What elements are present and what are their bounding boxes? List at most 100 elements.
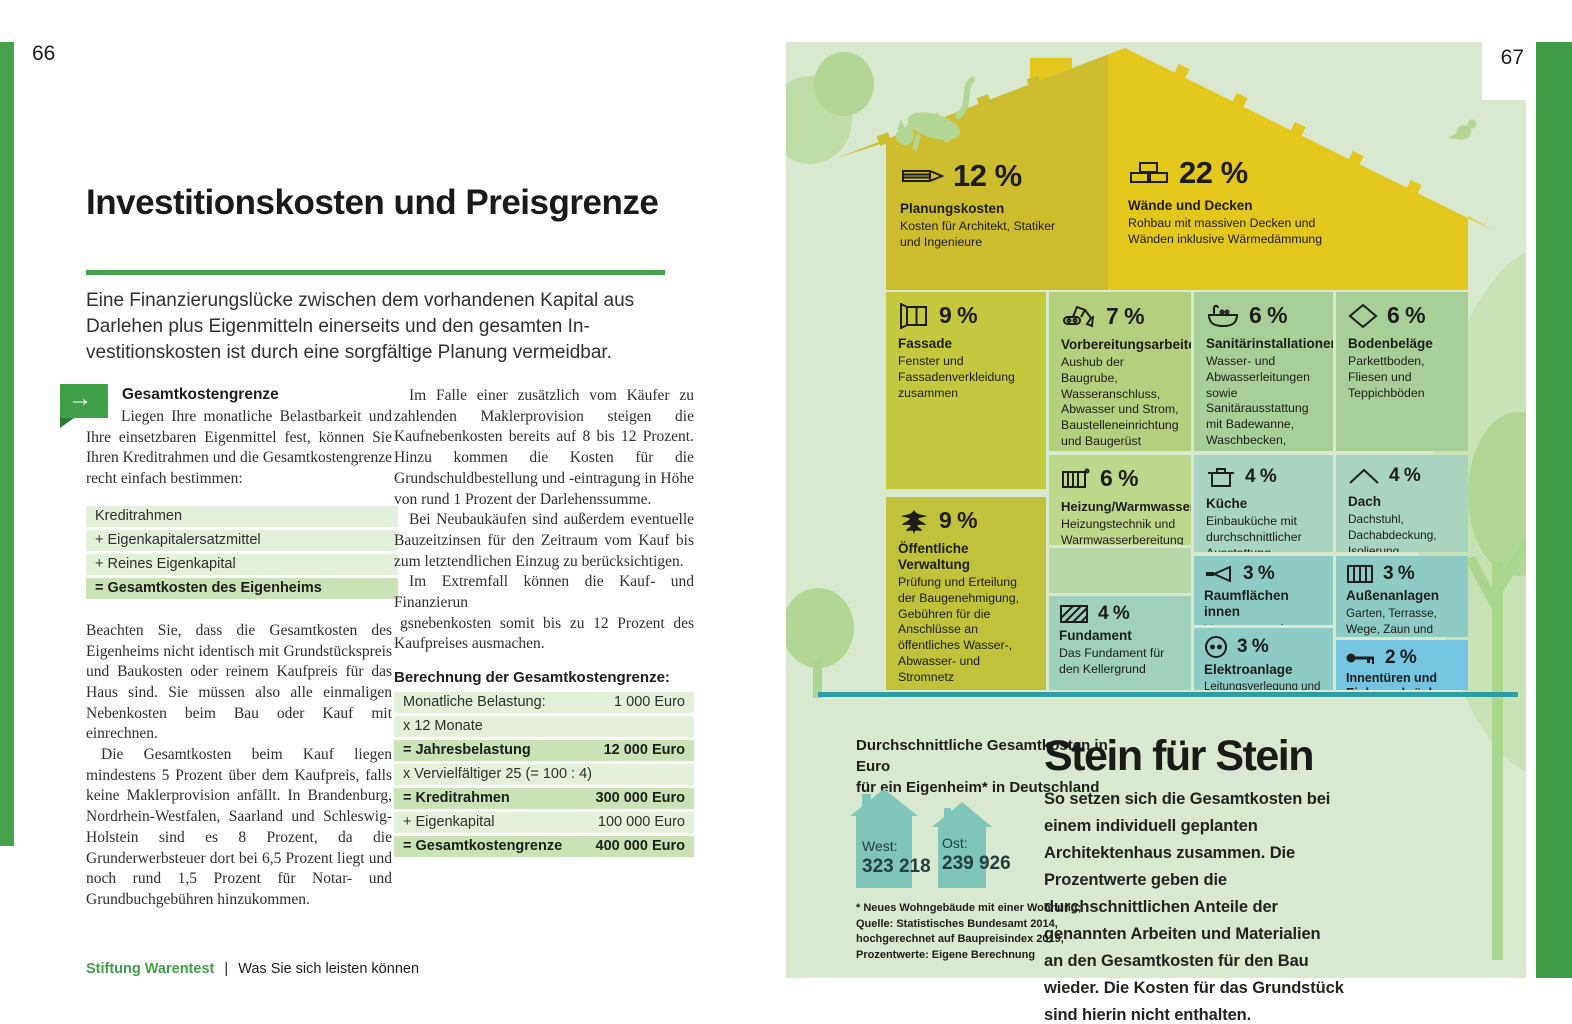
bricks-icon <box>1128 160 1170 186</box>
block-desc: Fenster und Fassadenverkleidung zusammen <box>898 354 1015 400</box>
calc-table: Monatliche Belastung: 1 000 Euro x 12 Mon… <box>394 692 694 858</box>
paragraph: Im Falle einer zusätzlich vom Käufer zu … <box>394 387 694 508</box>
bird-silhouette <box>1448 119 1477 140</box>
block-desc: Das Fundament für den Kellergrund <box>1059 646 1165 676</box>
ground-line <box>818 692 1518 697</box>
cost-block-planungskosten: 12 % Planungskosten Kosten für Architekt… <box>900 158 1100 251</box>
bathtub-icon <box>1206 303 1240 329</box>
cost-block-sanitaer: 6 % Sanitärinstallationen Wasser- und Ab… <box>1194 292 1333 451</box>
stein-heading: Stein für Stein <box>1044 732 1314 780</box>
block-title: Dach <box>1348 494 1382 509</box>
formula-table: Kreditrahmen + Eigenkapitalersatzmittel … <box>86 505 398 599</box>
federal-eagle-icon <box>898 508 930 534</box>
house-roof <box>837 48 1492 290</box>
cost-block-oeffentliche-verwaltung: 9 % Öffentliche Verwaltung Prüfung und E… <box>886 497 1046 690</box>
west-house <box>850 789 918 888</box>
percent-value: 3 % <box>1237 636 1269 657</box>
footnote: * Neues Wohngebäude mit einer Wohnung; Q… <box>856 902 1082 961</box>
percent-value: 4 % <box>1098 603 1130 624</box>
paragraph: Liegen Ihre monatliche Belastbarkeit und… <box>86 408 392 488</box>
cat-silhouette <box>896 77 975 151</box>
block-title: Außenanlagen <box>1346 588 1440 603</box>
page-number-left: 66 <box>32 42 56 65</box>
paragraph: Die Gesamtkosten beim Kauf liegen mindes… <box>86 746 392 908</box>
paragraph: Beachten Sie, dass die Gesamtkosten des … <box>86 621 392 743</box>
cost-block-kueche: 4 % Küche Einbauküche mit durchschnittli… <box>1194 455 1333 552</box>
block-desc: Dachstuhl, Dachabdeckung, Isolierung, Ab… <box>1348 512 1437 552</box>
right-edge-strip <box>1536 42 1572 978</box>
tile-icon <box>1348 303 1378 329</box>
west-value-group: West: 323 218 <box>862 838 931 878</box>
ost-value: 239 926 <box>942 853 1011 874</box>
west-label: West: <box>862 838 898 854</box>
cost-block-elektroanlage: 3 % Elektroanlage Leitungsverlegung und … <box>1194 628 1333 690</box>
cost-block-fassade: 9 % Fassade Fenster und Fassadenverkleid… <box>886 292 1046 489</box>
calc-row: Monatliche Belastung: 1 000 Euro <box>394 692 694 714</box>
cost-block-vorbereitungsarbeiten: 7 % Vorbereitungsarbeiten Aushub der Bau… <box>1049 292 1191 451</box>
block-desc: Leitungsverlegung und Stromeinrichtungen <box>1204 681 1321 690</box>
arrow-badge: → <box>60 384 108 428</box>
block-desc: Rohbau mit massiven Decken und Wänden in… <box>1128 216 1323 246</box>
avg-cost-houses <box>850 789 992 888</box>
filler-block <box>1049 548 1191 593</box>
formula-row: Kreditrahmen <box>86 505 398 527</box>
block-title: Fundament <box>1059 628 1132 643</box>
hatch-icon <box>1059 604 1089 624</box>
calc-table-title: Berechnung der Gesamtkostengrenze: <box>394 669 670 687</box>
stein-body: So setzen sich die Gesamtkosten bei eine… <box>1044 790 1344 1024</box>
percent-value: 3 % <box>1383 563 1415 584</box>
title-underline <box>86 270 665 275</box>
cost-block-fundament: 4 % Fundament Das Fundament für den Kell… <box>1049 596 1191 690</box>
radiator-icon <box>1061 467 1091 491</box>
block-title: Fassade <box>898 336 953 351</box>
page-number-right: 67 <box>1500 46 1524 69</box>
cost-block-raumflaechen: 3 % Raumflächen innen Verputzen und Tape… <box>1194 556 1333 625</box>
page-number-box: 67 <box>1482 42 1536 100</box>
block-desc: Kosten für Architekt, Statiker und Ingen… <box>900 219 1056 249</box>
text-column-1: Gesamtkostengrenze Liegen Ihre monatlich… <box>86 386 398 911</box>
percent-value: 4 % <box>1389 465 1421 486</box>
percent-value: 6 % <box>1387 302 1426 328</box>
block-desc: Heizungstechnik und Warmwasserbereitung <box>1061 517 1184 545</box>
page-footer: Stiftung Warentest | Was Sie sich leiste… <box>86 961 420 977</box>
percent-value: 2 % <box>1385 647 1417 668</box>
west-value: 323 218 <box>862 856 931 877</box>
key-icon <box>1346 651 1376 665</box>
block-title: Heizung/Warmwasser <box>1061 499 1191 514</box>
ost-house <box>932 802 992 888</box>
block-title: Innentüren und Einbauschränke <box>1346 671 1443 690</box>
block-desc: Verputzen und Tapezieren <box>1204 622 1323 625</box>
block-desc: Aushub der Baugrube, Wasseranschluss, Ab… <box>1061 355 1179 448</box>
excavator-icon <box>1061 302 1097 330</box>
block-desc: Einbauküche mit durchschnittlicher Ausst… <box>1206 514 1302 552</box>
arrow-icon: → <box>68 385 92 412</box>
percent-value: 4 % <box>1245 466 1277 487</box>
block-desc: Prüfung und Erteilung der Baugenehmigung… <box>898 575 1020 684</box>
cost-block-heizung: 6 % Heizung/Warmwasser Heizungstechnik u… <box>1049 455 1191 545</box>
roof-icon <box>1348 466 1380 486</box>
calc-row: + Eigenkapital 100 000 Euro <box>394 812 694 834</box>
paragraph: Im Extremfall können die Kauf- und Finan… <box>394 573 694 612</box>
pencil-icon <box>900 165 944 187</box>
cost-block-bodenbelaege: 6 % Bodenbeläge Parkettboden, Fliesen un… <box>1336 292 1468 451</box>
block-desc: Wasser- und Abwasserleitungen sowie Sani… <box>1206 354 1310 451</box>
calc-row-subtotal: = Jahresbelastung 12 000 Euro <box>394 740 694 762</box>
block-title: Planungskosten <box>900 201 1005 216</box>
left-edge-strip <box>0 42 14 846</box>
formula-row: + Eigenkapitalersatzmittel <box>86 529 398 551</box>
paragraph: Bei Neubaukäufen sind außerdem eventuell… <box>394 511 694 570</box>
block-title: Öffentliche Verwaltung <box>898 541 971 572</box>
block-desc: Garten, Terrasse, Wege, Zaun und Beleuch… <box>1346 606 1437 636</box>
brand-name: Stiftung Warentest <box>86 961 215 977</box>
cost-block-aussenanlagen: 3 % Außenanlagen Garten, Terrasse, Wege,… <box>1336 556 1468 637</box>
percent-value: 12 % <box>953 158 1022 193</box>
cost-block-dach: 4 % Dach Dachstuhl, Dachabdeckung, Isoli… <box>1336 455 1468 552</box>
socket-icon <box>1204 635 1228 659</box>
avg-cost-title: Durchschnittliche Gesamtkosten in Euro f… <box>856 737 1108 796</box>
block-title: Elektroanlage <box>1204 662 1293 677</box>
percent-value: 6 % <box>1100 465 1139 491</box>
ost-value-group: Ost: 239 926 <box>942 835 1011 875</box>
calc-row-total: = Gesamtkostengrenze 400 000 Euro <box>394 836 694 858</box>
cost-block-waende-decken: 22 % Wände und Decken Rohbau mit massive… <box>1128 155 1388 248</box>
block-title: Sanitärinstallationen <box>1206 336 1333 351</box>
